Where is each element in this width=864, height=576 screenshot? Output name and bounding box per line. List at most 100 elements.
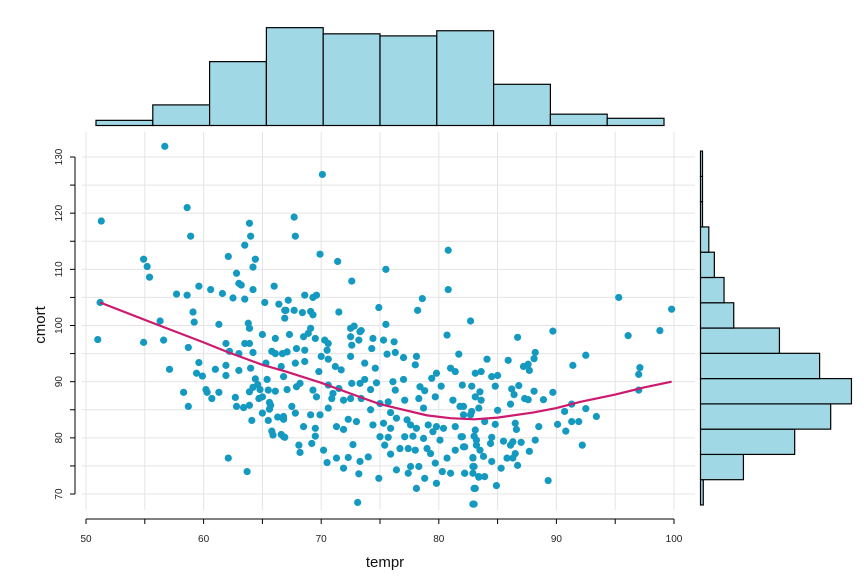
data-point [211, 365, 219, 373]
data-point [414, 306, 422, 314]
histogram-bar [699, 453, 745, 481]
data-point [412, 484, 421, 493]
histogram-bar [699, 276, 725, 304]
data-point [509, 438, 517, 446]
data-point [165, 365, 174, 373]
data-point [344, 415, 352, 423]
data-point [488, 457, 496, 466]
data-point [431, 393, 439, 401]
data-point [426, 449, 435, 458]
data-point [355, 336, 363, 344]
data-point [470, 432, 478, 440]
y-marginal-histogram [699, 150, 853, 506]
data-point [290, 213, 298, 221]
data-point [404, 469, 412, 477]
data-point [207, 285, 215, 294]
histogram-bar [699, 302, 735, 329]
data-point [324, 339, 332, 348]
data-point [406, 462, 415, 471]
data-point [475, 404, 483, 412]
data-point [549, 388, 557, 396]
data-point [568, 417, 576, 426]
data-point [449, 396, 457, 404]
data-point [161, 142, 169, 150]
data-point [404, 444, 412, 453]
histogram-bar [699, 226, 710, 253]
data-point [277, 362, 285, 371]
data-point [376, 433, 384, 441]
histogram-bar [265, 27, 324, 127]
scatter-points [94, 142, 676, 508]
data-point [384, 433, 392, 441]
data-point [491, 382, 499, 390]
data-point [258, 393, 266, 401]
data-point [483, 355, 491, 363]
data-point [510, 390, 518, 399]
data-point [421, 474, 429, 482]
data-point [261, 298, 269, 307]
data-point [249, 348, 257, 357]
data-point [317, 352, 325, 361]
data-point [531, 348, 539, 357]
data-point [437, 382, 445, 390]
data-point [332, 423, 341, 431]
data-point [249, 285, 257, 294]
data-point [615, 293, 623, 302]
data-point [513, 461, 522, 469]
data-point [337, 366, 345, 374]
data-point [271, 334, 279, 343]
histogram-bar [549, 113, 608, 127]
data-point [466, 317, 475, 325]
data-point [372, 379, 381, 387]
y-tick-label: 100 [54, 317, 65, 334]
data-point [334, 257, 342, 266]
data-point [475, 473, 483, 481]
data-point [318, 170, 326, 179]
data-point [369, 421, 377, 429]
data-point [466, 411, 475, 419]
data-point [241, 295, 249, 303]
data-point [292, 383, 301, 391]
data-point [192, 369, 201, 377]
histogram-bar [699, 175, 704, 203]
data-point [301, 291, 309, 299]
data-point [190, 318, 198, 326]
data-point [432, 369, 441, 377]
data-point [143, 262, 151, 271]
data-point [578, 441, 586, 449]
data-point [455, 350, 463, 358]
data-point [469, 454, 477, 462]
data-point [469, 469, 477, 477]
data-point [292, 344, 301, 353]
y-tick-label: 70 [54, 488, 65, 500]
data-point [307, 411, 315, 419]
data-point [323, 346, 331, 354]
data-point [509, 454, 517, 462]
data-point [549, 327, 557, 335]
x-tick-label: 90 [551, 534, 563, 545]
data-point [198, 372, 207, 380]
data-point [477, 396, 485, 404]
data-point [569, 361, 577, 369]
data-point [636, 364, 644, 372]
data-point [429, 428, 437, 436]
data-point [503, 454, 511, 462]
data-point [247, 364, 255, 372]
y-tick-label: 130 [54, 148, 65, 165]
data-point [399, 375, 408, 384]
data-point [499, 437, 508, 445]
data-point [283, 348, 291, 356]
data-point [386, 424, 395, 432]
data-point [270, 282, 278, 290]
data-point [383, 350, 391, 358]
data-point [195, 282, 203, 290]
data-point [245, 401, 254, 409]
data-point [291, 232, 299, 240]
data-point [264, 386, 272, 394]
data-point [379, 336, 388, 344]
data-point [403, 416, 411, 424]
x-tick-label: 70 [316, 534, 328, 545]
data-point [235, 366, 243, 375]
data-point [339, 464, 348, 472]
data-point [299, 423, 308, 431]
